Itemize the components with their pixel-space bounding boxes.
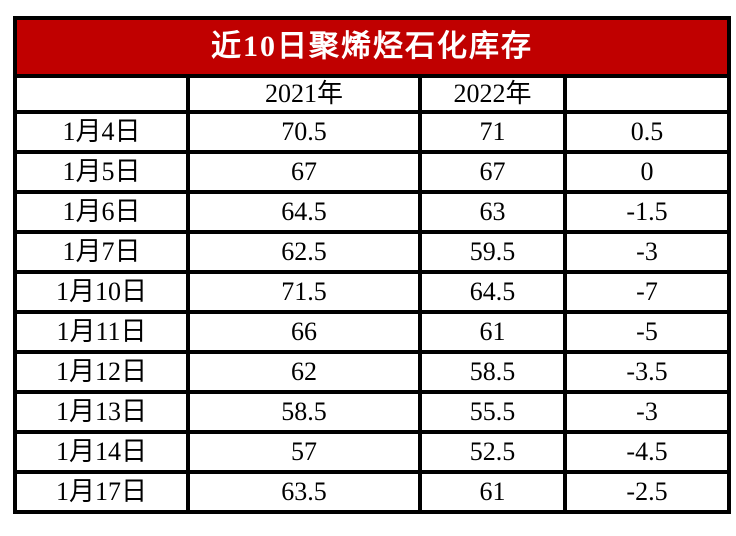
cell-2021: 64.5 <box>186 190 422 234</box>
header-cell-diff <box>563 74 731 114</box>
cell-2022: 59.5 <box>418 230 567 274</box>
cell-date: 1月11日 <box>13 310 190 354</box>
cell-date: 1月4日 <box>13 110 190 154</box>
table-row: 1月6日 64.5 63 -1.5 <box>13 190 731 234</box>
cell-diff: -7 <box>563 270 731 314</box>
table-row: 1月17日 63.5 61 -2.5 <box>13 470 731 514</box>
table-title: 近10日聚烯烃石化库存 <box>13 16 731 78</box>
cell-2022: 61 <box>418 470 567 514</box>
cell-date: 1月7日 <box>13 230 190 274</box>
cell-diff: -3.5 <box>563 350 731 394</box>
cell-2021: 67 <box>186 150 422 194</box>
cell-date: 1月10日 <box>13 270 190 314</box>
cell-diff: -4.5 <box>563 430 731 474</box>
cell-date: 1月14日 <box>13 430 190 474</box>
inventory-table: 近10日聚烯烃石化库存 2021年 2022年 1月4日 70.5 71 0.5… <box>13 16 731 514</box>
cell-2021: 58.5 <box>186 390 422 434</box>
cell-date: 1月17日 <box>13 470 190 514</box>
header-cell-date <box>13 74 190 114</box>
cell-diff: -3 <box>563 390 731 434</box>
table-row: 1月5日 67 67 0 <box>13 150 731 194</box>
cell-2021: 66 <box>186 310 422 354</box>
cell-date: 1月12日 <box>13 350 190 394</box>
table-row: 1月13日 58.5 55.5 -3 <box>13 390 731 434</box>
cell-2022: 52.5 <box>418 430 567 474</box>
cell-diff: -2.5 <box>563 470 731 514</box>
cell-diff: 0.5 <box>563 110 731 154</box>
table-title-row: 近10日聚烯烃石化库存 <box>13 16 731 78</box>
table-row: 1月12日 62 58.5 -3.5 <box>13 350 731 394</box>
cell-2022: 58.5 <box>418 350 567 394</box>
header-cell-2021: 2021年 <box>186 74 422 114</box>
cell-2021: 71.5 <box>186 270 422 314</box>
cell-2021: 62 <box>186 350 422 394</box>
cell-2021: 62.5 <box>186 230 422 274</box>
cell-2022: 67 <box>418 150 567 194</box>
table-row: 1月14日 57 52.5 -4.5 <box>13 430 731 474</box>
header-cell-2022: 2022年 <box>418 74 567 114</box>
cell-2022: 61 <box>418 310 567 354</box>
cell-2022: 71 <box>418 110 567 154</box>
cell-diff: 0 <box>563 150 731 194</box>
cell-2022: 55.5 <box>418 390 567 434</box>
cell-date: 1月13日 <box>13 390 190 434</box>
cell-diff: -5 <box>563 310 731 354</box>
table-header-row: 2021年 2022年 <box>13 74 731 114</box>
table-row: 1月11日 66 61 -5 <box>13 310 731 354</box>
table-row: 1月4日 70.5 71 0.5 <box>13 110 731 154</box>
table-row: 1月7日 62.5 59.5 -3 <box>13 230 731 274</box>
table-row: 1月10日 71.5 64.5 -7 <box>13 270 731 314</box>
cell-2022: 63 <box>418 190 567 234</box>
cell-2021: 57 <box>186 430 422 474</box>
cell-2021: 63.5 <box>186 470 422 514</box>
cell-date: 1月5日 <box>13 150 190 194</box>
cell-2021: 70.5 <box>186 110 422 154</box>
cell-date: 1月6日 <box>13 190 190 234</box>
cell-diff: -3 <box>563 230 731 274</box>
cell-2022: 64.5 <box>418 270 567 314</box>
cell-diff: -1.5 <box>563 190 731 234</box>
